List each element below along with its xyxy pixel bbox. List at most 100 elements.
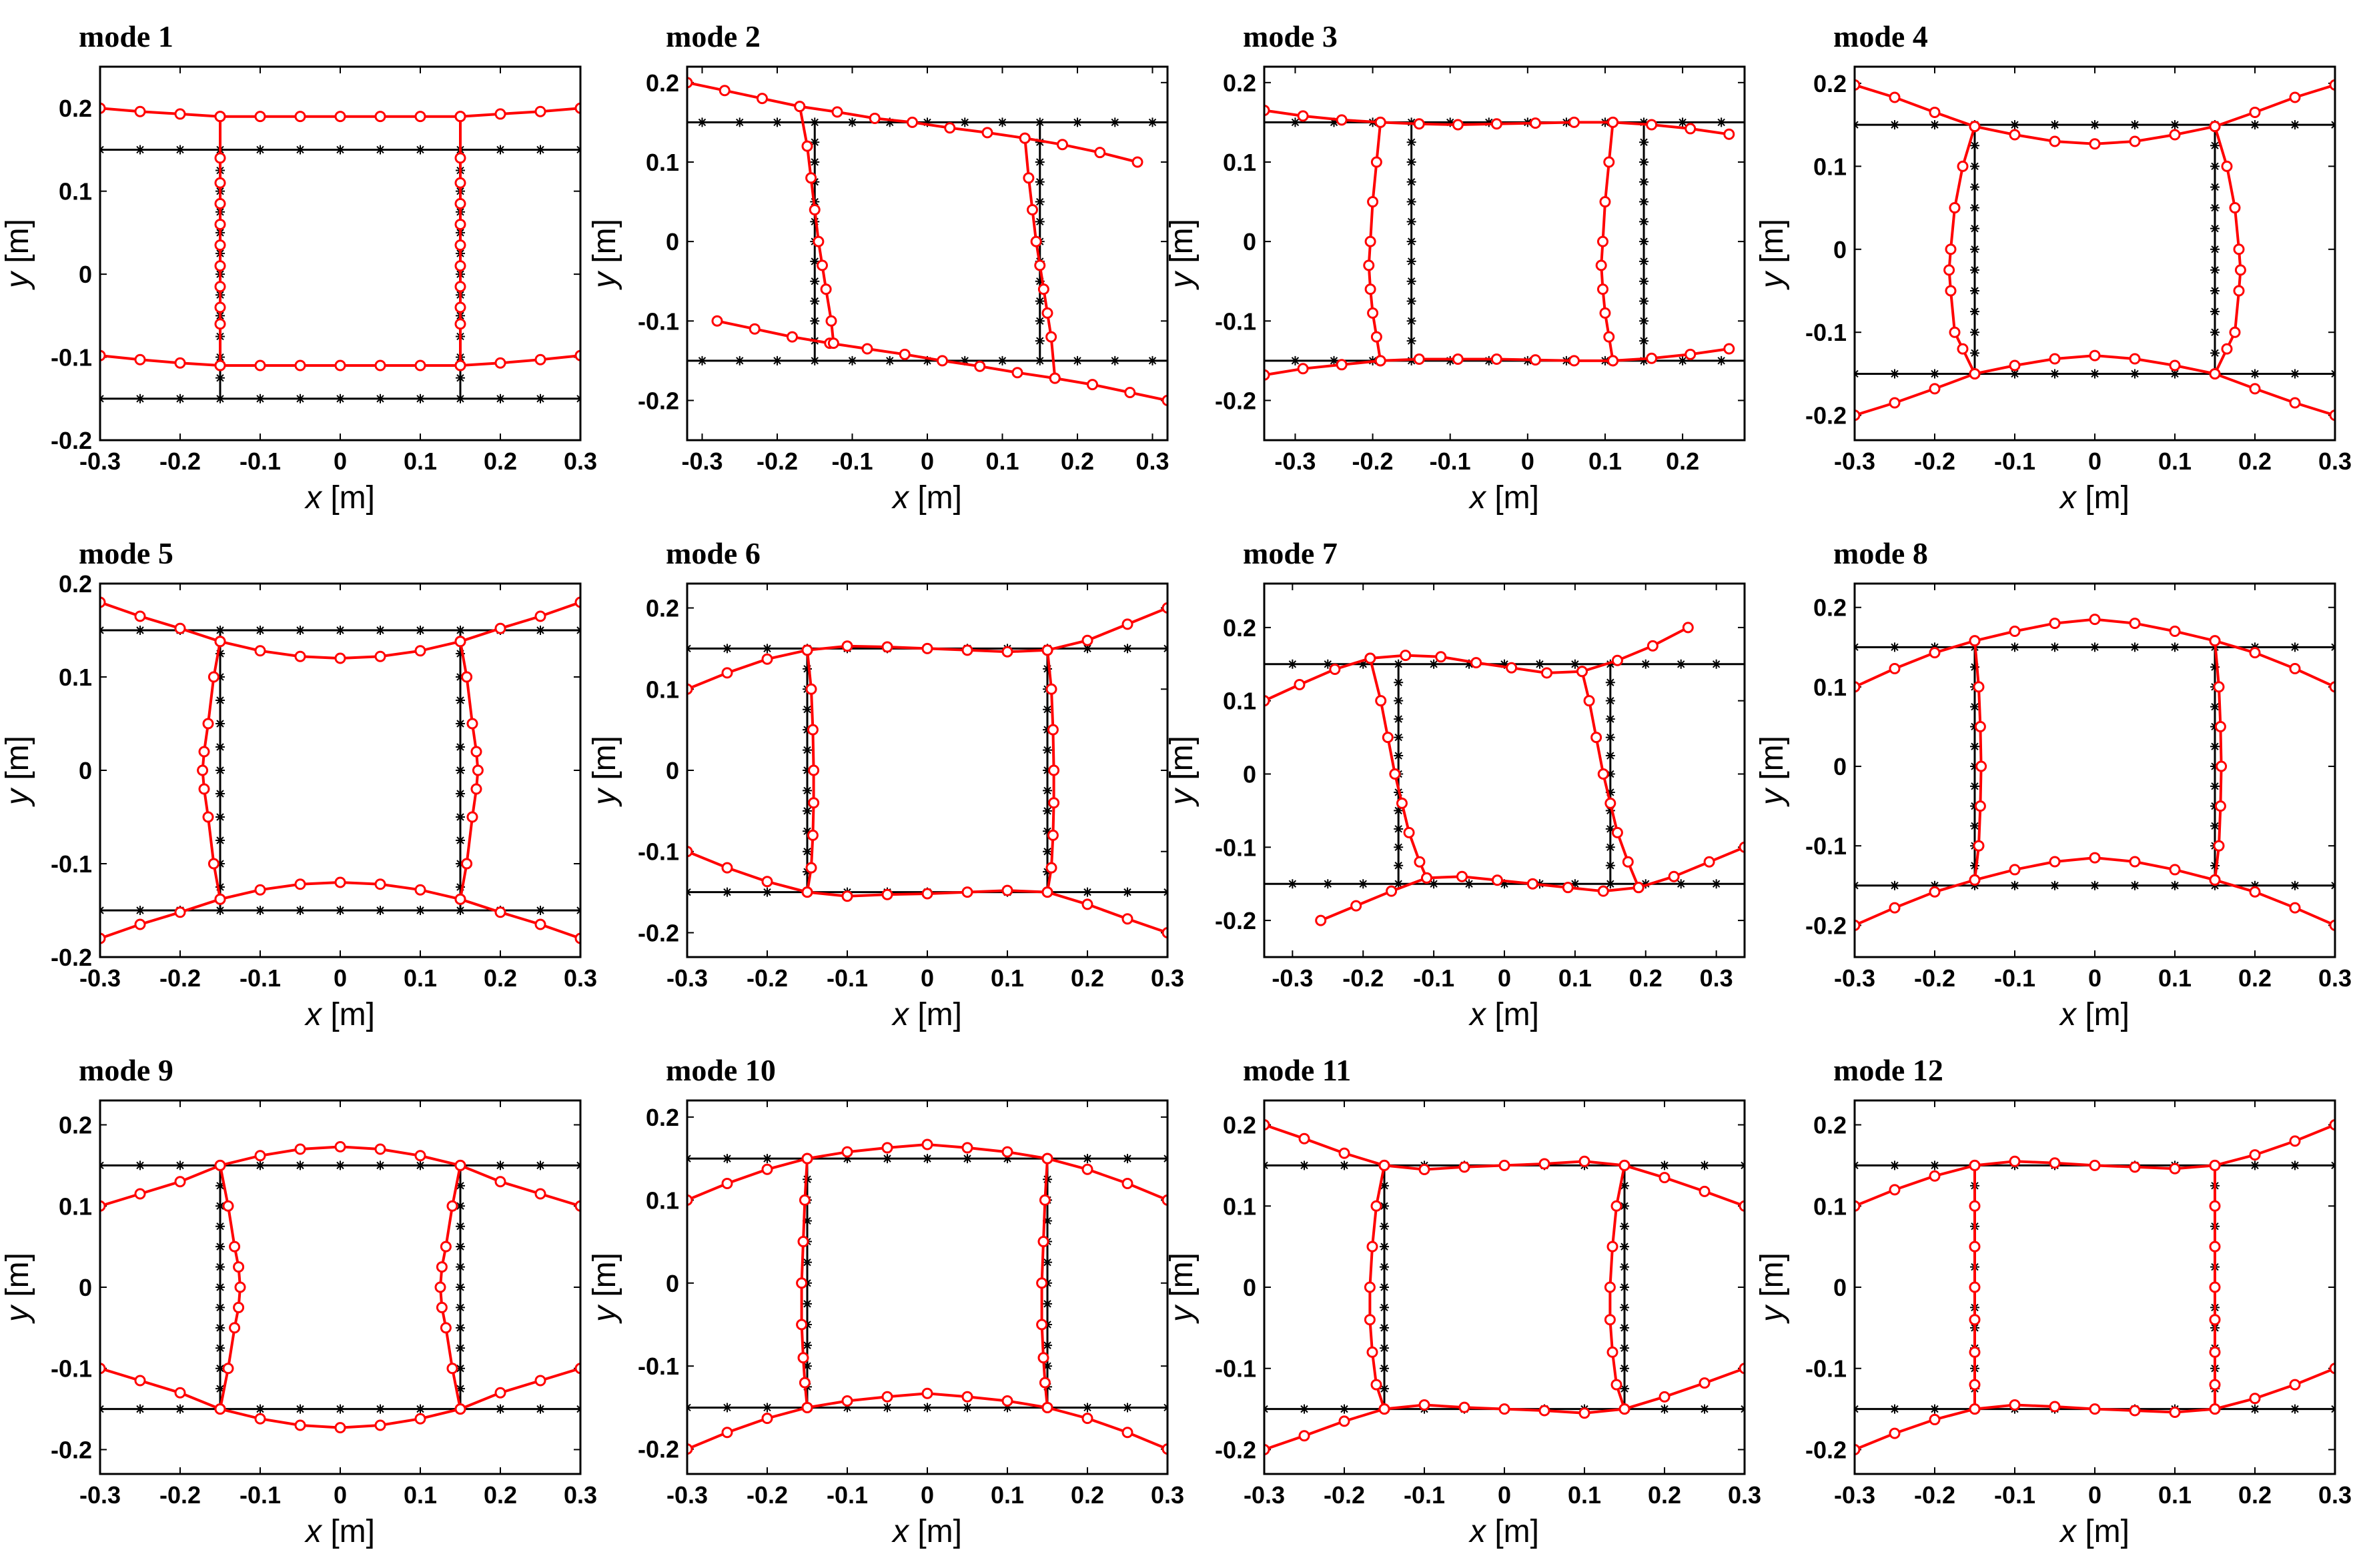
deformed-node [1045, 331, 1057, 343]
undeformed-node [2210, 203, 2220, 213]
x-tick-label: -0.2 [747, 1481, 788, 1509]
deformed-node [841, 1395, 853, 1407]
undeformed-node [1406, 177, 1416, 187]
undeformed-node [2170, 120, 2180, 130]
undeformed-node [1035, 157, 1045, 167]
deformed-node [1606, 1346, 1618, 1358]
undeformed-node [1380, 1242, 1389, 1252]
axes-box [99, 582, 582, 958]
undeformed-node [1620, 1181, 1629, 1191]
undeformed-node [1660, 1160, 1669, 1170]
undeformed-node [1747, 879, 1757, 888]
deformed-node [899, 348, 911, 360]
deformed-node [1386, 885, 1398, 897]
undeformed-node [1890, 1404, 1899, 1414]
deformed-node [1364, 1281, 1376, 1293]
undeformed-node [1780, 1405, 1789, 1414]
undeformed-node [456, 1283, 465, 1292]
deformed-node [1603, 331, 1615, 343]
plot-area [1855, 614, 2335, 931]
panel-10: mode 10 -0.3 -0.2 -0.1 0 0.1 0.2 0.3 -0.2 -0.1 0 0.… [587, 1053, 1184, 1549]
plot-area [1810, 1119, 2335, 1455]
undeformed-node [642, 644, 652, 653]
x-tick-label: -0.3 [79, 964, 121, 992]
undeformed-node [456, 812, 465, 822]
y-tick-label: 0.1 [1813, 1193, 1847, 1220]
y-tick-label: 0.2 [1223, 1112, 1256, 1139]
undeformed-node [1394, 879, 1404, 889]
axes-box [1853, 65, 2336, 442]
x-tick-label: 0.1 [404, 964, 437, 992]
deformed-node [807, 724, 819, 736]
undeformed-node [1639, 197, 1649, 207]
deformed-node [2329, 681, 2335, 693]
undeformed-node [1123, 1154, 1132, 1164]
deformed-node [197, 764, 209, 776]
undeformed-node [1755, 117, 1765, 127]
deformed-node [494, 1176, 506, 1188]
deformed-node [1400, 650, 1412, 662]
deformed-node [2329, 919, 2335, 931]
undeformed-node [416, 626, 425, 635]
panel-title: mode 1 [79, 19, 173, 53]
x-tick-label: 0.2 [2238, 448, 2272, 475]
undeformed-node [697, 117, 707, 127]
deformed-node [813, 235, 825, 247]
undeformed-node [616, 1405, 625, 1414]
undeformed-node [1043, 826, 1052, 836]
undeformed-node [1810, 1405, 1819, 1414]
undeformed-node [1678, 355, 1688, 365]
plot-area [1855, 79, 2335, 422]
undeformed-node [1043, 806, 1052, 816]
undeformed-node [215, 789, 225, 798]
undeformed-node [2210, 762, 2220, 772]
undeformed-node [376, 394, 385, 404]
y-axis-label: y [m] [587, 736, 622, 807]
deformed-node [1622, 856, 1634, 868]
deformed-node [2233, 243, 2245, 255]
deformed-node [2209, 1314, 2221, 1326]
deformed-node [1298, 1430, 1310, 1442]
deformed-node [1604, 797, 1616, 809]
deformed-node [1081, 634, 1093, 646]
undeformed-node [215, 882, 225, 892]
deformed-node [2049, 1401, 2061, 1413]
undeformed-node [1429, 659, 1439, 669]
deformed-node [214, 111, 226, 123]
deformed-node [2049, 618, 2061, 630]
deformed-node [207, 671, 219, 683]
deformed-node [334, 359, 346, 371]
x-tick-label: -0.1 [1430, 448, 1471, 475]
deformed-node [869, 112, 881, 124]
x-tick-label: 0 [334, 964, 347, 992]
undeformed-node [2250, 369, 2260, 379]
deformed-node [921, 1387, 933, 1399]
deformed-node [2249, 106, 2261, 118]
y-tick-label: 0 [1243, 228, 1256, 255]
x-tick-label: 0 [921, 964, 934, 992]
undeformed-node [215, 836, 225, 845]
undeformed-node [1890, 120, 1899, 130]
undeformed-node [215, 1242, 225, 1252]
undeformed-node [1123, 1403, 1132, 1413]
deformed-node [1699, 1185, 1711, 1197]
x-tick-label: -0.2 [159, 448, 201, 475]
undeformed-node [1043, 1361, 1052, 1371]
deformed-node [1578, 1155, 1590, 1167]
deformed-node [944, 122, 956, 134]
undeformed-node [2210, 821, 2220, 831]
deformed-node [2216, 760, 2228, 772]
undeformed-node [923, 355, 932, 365]
undeformed-node [336, 394, 345, 404]
deformed-node [466, 811, 478, 823]
undeformed-node [1445, 355, 1455, 365]
axes-box [686, 65, 1169, 442]
undeformed-node [1394, 696, 1404, 706]
undeformed-node [1288, 659, 1298, 669]
deformed-node [1739, 1200, 1745, 1212]
deformed-node [1375, 695, 1387, 707]
undeformed-node [803, 1257, 812, 1267]
deformed-top [1855, 83, 2335, 145]
y-tick-label: 0.2 [1813, 1112, 1847, 1139]
deformed-node [1490, 118, 1502, 130]
